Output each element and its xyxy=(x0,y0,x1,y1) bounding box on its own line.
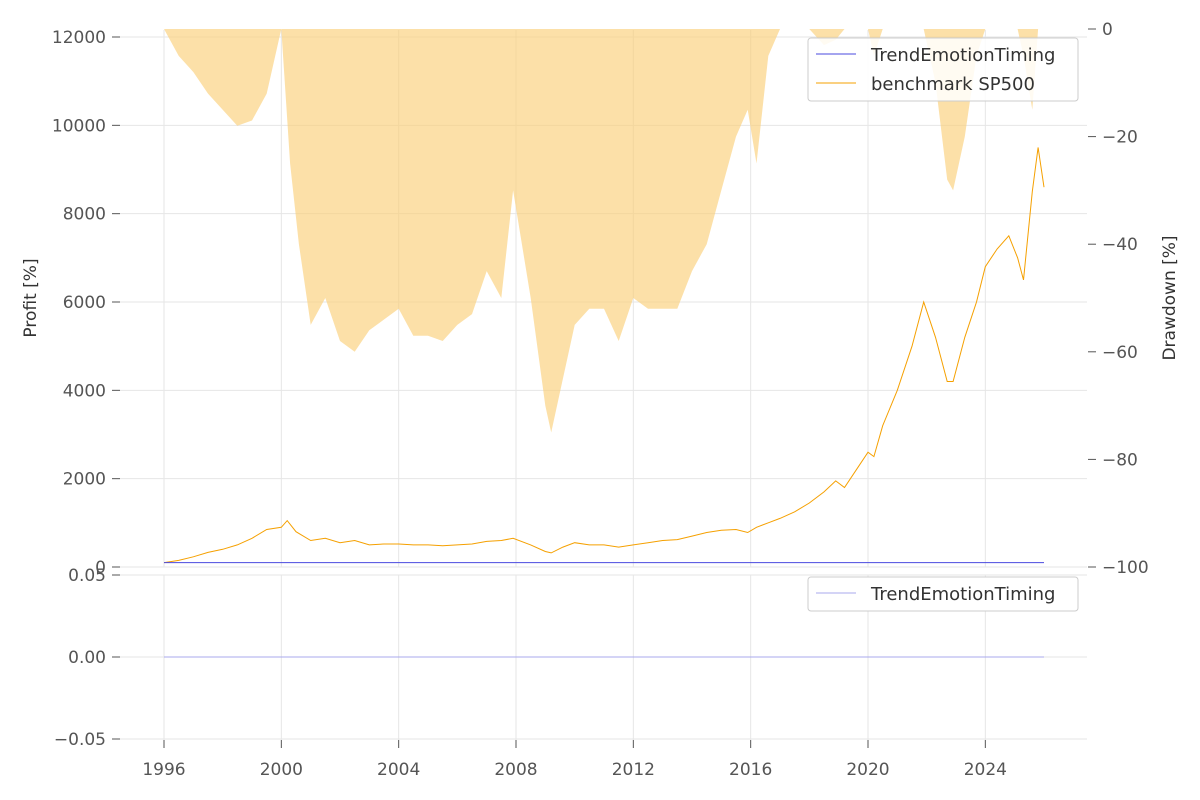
axis-layer: 0 2000 4000 6000 8000 10000 12000 0 −20 −40 −60 −80… xyxy=(52,20,1149,780)
y-tick-label-right-3: −60 xyxy=(1102,343,1138,363)
y-tick-label-bottom-0.00: 0.00 xyxy=(68,648,106,668)
x-tick-label-1996: 1996 xyxy=(142,760,185,780)
legend-top: TrendEmotionTiming benchmark SP500 xyxy=(807,37,1079,102)
y-tick-label-left-6000: 6000 xyxy=(63,293,106,313)
drawdown-area xyxy=(164,29,1044,433)
legend-label-benchmark-sp500: benchmark SP500 xyxy=(871,74,1035,95)
x-tick-label-2012: 2012 xyxy=(612,760,655,780)
legend-label-trendemotiontiming-lower: TrendEmotionTiming xyxy=(870,584,1055,605)
y-tick-label-bottom-−0.05: −0.05 xyxy=(54,730,106,750)
left-axis-title: Profit [%] xyxy=(21,258,41,337)
y-tick-label-right-5: −100 xyxy=(1102,558,1149,578)
x-tick-label-2016: 2016 xyxy=(729,760,772,780)
y-tick-label-left-10000: 10000 xyxy=(52,116,106,136)
legend-label-trendemotiontiming: TrendEmotionTiming xyxy=(870,45,1055,66)
y-tick-label-left-12000: 12000 xyxy=(52,28,106,48)
legend-top-frame xyxy=(807,37,1079,102)
y-tick-label-left-2000: 2000 xyxy=(63,470,106,490)
y-tick-label-right-4: −80 xyxy=(1102,450,1138,470)
legend-bottom: TrendEmotionTiming xyxy=(807,576,1079,612)
x-tick-label-2024: 2024 xyxy=(964,760,1007,780)
legend-bottom-frame xyxy=(807,576,1079,612)
right-axis-title: Drawdown [%] xyxy=(1160,235,1180,360)
series-layer xyxy=(163,147,1045,658)
y-tick-label-bottom-0.05: 0.05 xyxy=(68,566,106,586)
x-tick-label-2020: 2020 xyxy=(846,760,889,780)
x-tick-label-2008: 2008 xyxy=(494,760,537,780)
y-tick-label-right-1: −20 xyxy=(1102,128,1138,148)
y-tick-label-left-8000: 8000 xyxy=(63,205,106,225)
benchmark-sp500-line xyxy=(163,147,1045,564)
x-tick-label-2004: 2004 xyxy=(377,760,420,780)
y-tick-label-right-2: −40 xyxy=(1102,235,1138,255)
x-tick-label-2000: 2000 xyxy=(260,760,303,780)
y-tick-label-right-0: 0 xyxy=(1102,20,1113,40)
drawdown-layer xyxy=(164,29,1044,433)
y-tick-label-left-4000: 4000 xyxy=(63,381,106,401)
y-tick-label-left-0: 0 xyxy=(95,558,106,578)
